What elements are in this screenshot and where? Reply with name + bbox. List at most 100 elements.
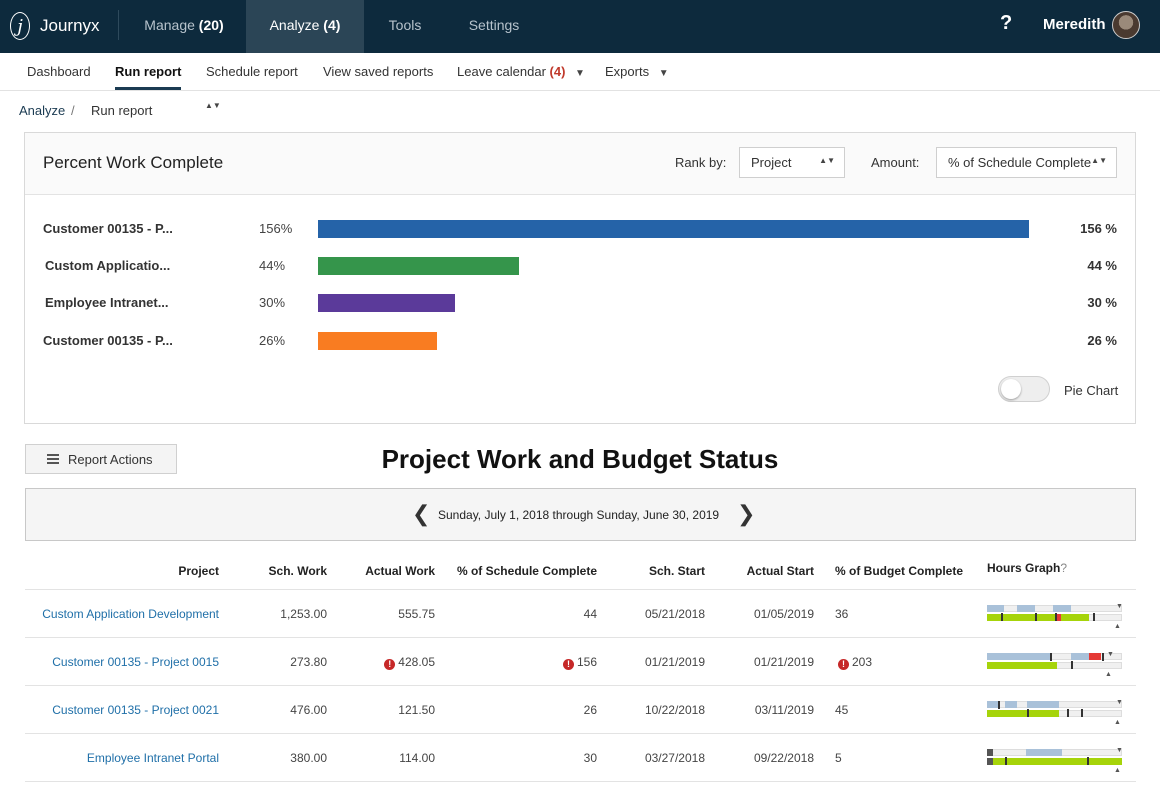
pct-schedule-cell: 30: [584, 751, 597, 765]
project-link-value: Customer 00135 - Project 0021: [52, 703, 219, 717]
report-actions-label: Report Actions: [68, 452, 153, 467]
row-divider: [25, 589, 1136, 590]
toggle-knob: [1001, 379, 1021, 399]
tab-tools[interactable]: Tools: [364, 0, 446, 53]
hours-graph[interactable]: ▼ ▲: [987, 651, 1122, 678]
row-divider: [25, 781, 1136, 782]
header-sch-work: Sch. Work: [268, 564, 327, 578]
project-link[interactable]: Custom Application Development: [42, 607, 219, 621]
sch-start-cell: 01/21/2019: [645, 655, 705, 669]
hours-graph-tick: [1093, 613, 1095, 621]
bar-category-label: Custom Applicatio...: [45, 258, 171, 273]
pct-budget-cell-value: 203: [852, 655, 873, 669]
hours-graph-label: Hours Graph: [987, 561, 1061, 575]
actual-start-cell-value: 03/11/2019: [754, 703, 814, 717]
project-link[interactable]: Employee Intranet Portal: [87, 751, 219, 765]
hours-graph-segment: [1057, 614, 1061, 621]
pct-budget-cell: 36: [835, 607, 848, 621]
subnav-dashboard[interactable]: Dashboard: [27, 64, 91, 79]
tab-analyze[interactable]: Analyze (4): [246, 0, 364, 53]
marker-up-icon: ▲: [1105, 671, 1112, 678]
bar-category-label: Customer 00135 - P...: [43, 333, 173, 348]
brand-name: Journyx: [40, 16, 100, 35]
tab-settings[interactable]: Settings: [446, 0, 542, 53]
sub-navbar: Dashboard Run report Schedule report Vie…: [0, 53, 1160, 91]
pct-schedule-cell: 26: [584, 703, 597, 717]
select-updown-icon: ▲▼: [819, 156, 835, 165]
subnav-run-report[interactable]: Run report: [115, 64, 182, 90]
header-hours-graph: Hours Graph?: [987, 561, 1067, 575]
hours-graph[interactable]: ▼ ▲: [987, 699, 1123, 726]
hours-graph-segment: [1005, 701, 1017, 708]
hours-graph-segment: [993, 758, 1122, 765]
sch-work-cell: 1,253.00: [280, 607, 327, 621]
pie-chart-label: Pie Chart: [1064, 383, 1119, 398]
help-icon[interactable]: ?: [1060, 561, 1068, 575]
bar[interactable]: [318, 332, 437, 350]
bar[interactable]: [318, 294, 455, 312]
bar[interactable]: [318, 220, 1029, 238]
nav-divider: [118, 10, 119, 40]
sch-start-cell-value: 03/27/2018: [644, 751, 705, 765]
tab-analyze-label: Analyze: [269, 17, 320, 33]
rank-by-select[interactable]: Project ▲▼: [739, 147, 845, 178]
actual-work-cell-value: 121.50: [398, 703, 435, 717]
marker-up-icon: ▲: [1114, 767, 1121, 774]
row-divider: [25, 685, 1136, 686]
bar-percent-label: 156%: [259, 221, 293, 236]
actual-start-cell-value: 09/22/2018: [753, 751, 814, 765]
sort-updown-icon[interactable]: ▲▼: [205, 101, 221, 110]
chevron-left-icon[interactable]: ❮: [412, 501, 431, 526]
warning-icon: !: [562, 659, 574, 670]
brand-logo[interactable]: j Journyx: [10, 12, 100, 40]
project-link[interactable]: Customer 00135 - Project 0015: [52, 655, 219, 669]
hours-graph-segment: [987, 605, 1004, 612]
user-menu[interactable]: Meredith: [1043, 16, 1106, 33]
pct-budget-cell-value: 5: [835, 751, 842, 765]
hours-graph-segment: [987, 701, 998, 708]
subnav-schedule-report[interactable]: Schedule report: [206, 64, 298, 79]
hours-graph-tick: [1071, 661, 1073, 669]
sch-work-cell-value: 380.00: [290, 751, 327, 765]
bar-category-label: Customer 00135 - P...: [43, 221, 173, 236]
pct-schedule-cell: ! 156: [562, 655, 597, 670]
hours-graph-tick: [1035, 613, 1037, 621]
actual-work-cell-value: 555.75: [398, 607, 435, 621]
chevron-right-icon[interactable]: ❯: [737, 501, 756, 526]
amount-select[interactable]: % of Schedule Complete ▲▼: [936, 147, 1117, 178]
subnav-leave-calendar[interactable]: Leave calendar (4) ▼: [457, 64, 585, 79]
leave-calendar-label: Leave calendar: [457, 64, 546, 79]
breadcrumb-current[interactable]: Run report: [91, 103, 153, 118]
avatar[interactable]: [1112, 11, 1140, 39]
sch-work-cell-value: 1,253.00: [280, 607, 327, 621]
bar[interactable]: [318, 257, 519, 275]
pct-schedule-cell-value: 30: [583, 751, 597, 765]
hours-graph-segment: [987, 653, 1050, 660]
pie-chart-toggle[interactable]: [998, 376, 1050, 402]
report-actions-button[interactable]: Report Actions: [25, 444, 177, 474]
pct-schedule-cell: 44: [584, 607, 597, 621]
rank-by-label: Rank by:: [675, 155, 727, 170]
bar-percent-label: 30%: [259, 295, 286, 310]
help-icon[interactable]: ?: [1000, 12, 1013, 34]
exports-label: Exports: [605, 64, 650, 79]
hours-graph-segment: [1026, 749, 1062, 756]
actual-work-cell: ! 428.05: [384, 655, 435, 670]
bar-value-label: 30 %: [1087, 295, 1117, 310]
hours-graph[interactable]: ▼ ▲: [987, 603, 1123, 630]
breadcrumb-analyze-link[interactable]: Analyze: [19, 103, 66, 118]
bar-percent-label: 44%: [259, 258, 286, 273]
hours-graph[interactable]: ▼ ▲: [987, 747, 1123, 774]
marker-down-icon: ▼: [1107, 651, 1114, 658]
project-link[interactable]: Customer 00135 - Project 0021: [52, 703, 219, 717]
subnav-view-saved-reports[interactable]: View saved reports: [323, 64, 434, 79]
row-divider: [25, 637, 1136, 638]
row-divider: [25, 733, 1136, 734]
actual-work-cell-value: 428.05: [398, 655, 435, 669]
tab-manage[interactable]: Manage (20): [124, 0, 244, 53]
rank-by-value: Project: [751, 155, 792, 170]
breadcrumb-separator: /: [71, 103, 75, 118]
hours-graph-tick: [1027, 709, 1029, 717]
bar-value-label: 156 %: [1080, 221, 1117, 236]
subnav-exports[interactable]: Exports ▼: [605, 64, 669, 79]
